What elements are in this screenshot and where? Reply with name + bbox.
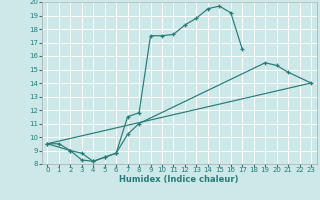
X-axis label: Humidex (Indice chaleur): Humidex (Indice chaleur) xyxy=(119,175,239,184)
